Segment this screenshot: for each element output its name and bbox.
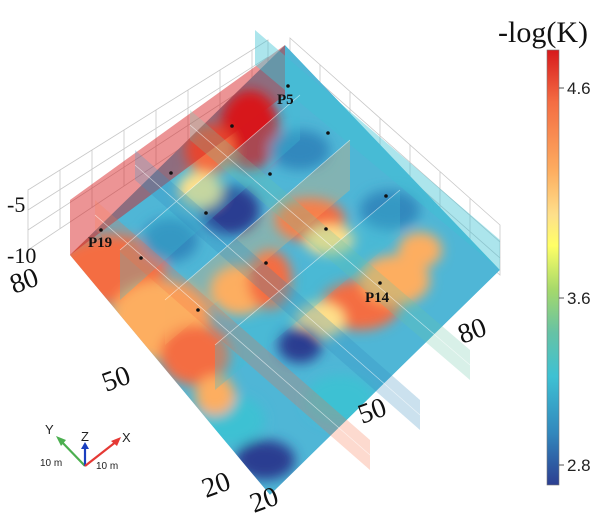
triad-z-label: Z (81, 429, 89, 444)
well-label-p5: P5 (277, 92, 294, 108)
triad-x-label: X (122, 430, 131, 445)
y-tick-50: 50 (98, 360, 135, 399)
triad-y-label: Y (45, 422, 54, 437)
triad-x-scale: 10 m (96, 461, 118, 472)
z-tick-minus5: -5 (7, 192, 25, 217)
x-axis-arrow (84, 440, 118, 467)
base-slice (70, 45, 500, 495)
colorbar-tick-3-6: 3.6 (567, 289, 591, 308)
well-label-p19: P19 (88, 235, 112, 251)
orientation-triad: Y Z X 10 m 10 m (40, 422, 131, 472)
colorbar-title: -log(K) (498, 16, 588, 49)
colorbar-tick-2-8: 2.8 (567, 456, 591, 475)
y-axis-arrow (59, 439, 86, 467)
well-markers (99, 84, 388, 312)
well-label-p14: P14 (365, 290, 390, 306)
y-arrow-head-icon (56, 436, 66, 446)
colorbar (546, 49, 560, 486)
y-tick-20: 20 (198, 466, 235, 505)
triad-y-scale: 10 m (40, 458, 62, 469)
z-arrow-head-icon (81, 442, 89, 449)
z-tick-minus10: -10 (7, 243, 36, 268)
slice-gridlines (94, 94, 471, 456)
colorbar-tick-4-6: 4.6 (567, 79, 591, 98)
x-arrow-head-icon (111, 437, 121, 446)
